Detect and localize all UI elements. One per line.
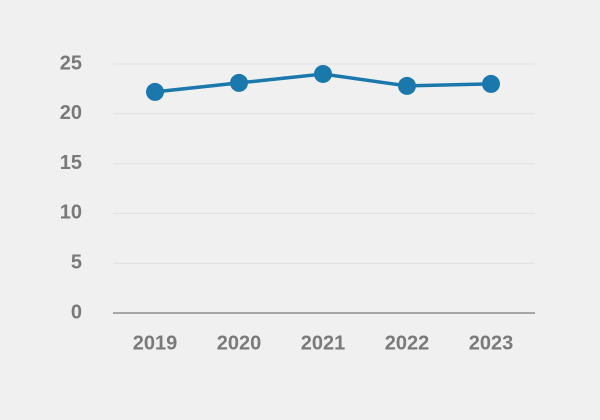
- y-tick-label: 25: [60, 52, 82, 74]
- data-point: [398, 76, 416, 95]
- x-tick-label: 2023: [469, 332, 514, 354]
- x-tick-label: 2022: [385, 332, 430, 354]
- y-tick-label: 20: [60, 102, 82, 124]
- x-tick-label: 2020: [217, 332, 262, 354]
- x-tick-label: 2021: [301, 332, 346, 354]
- x-tick-label: 2019: [133, 332, 178, 354]
- data-point: [230, 73, 248, 92]
- y-tick-label: 10: [60, 202, 82, 224]
- data-point: [482, 74, 500, 93]
- y-tick-label: 15: [60, 152, 82, 174]
- data-point: [146, 82, 164, 101]
- data-point: [314, 64, 332, 83]
- y-tick-label: 0: [71, 301, 82, 323]
- y-tick-label: 5: [71, 251, 82, 273]
